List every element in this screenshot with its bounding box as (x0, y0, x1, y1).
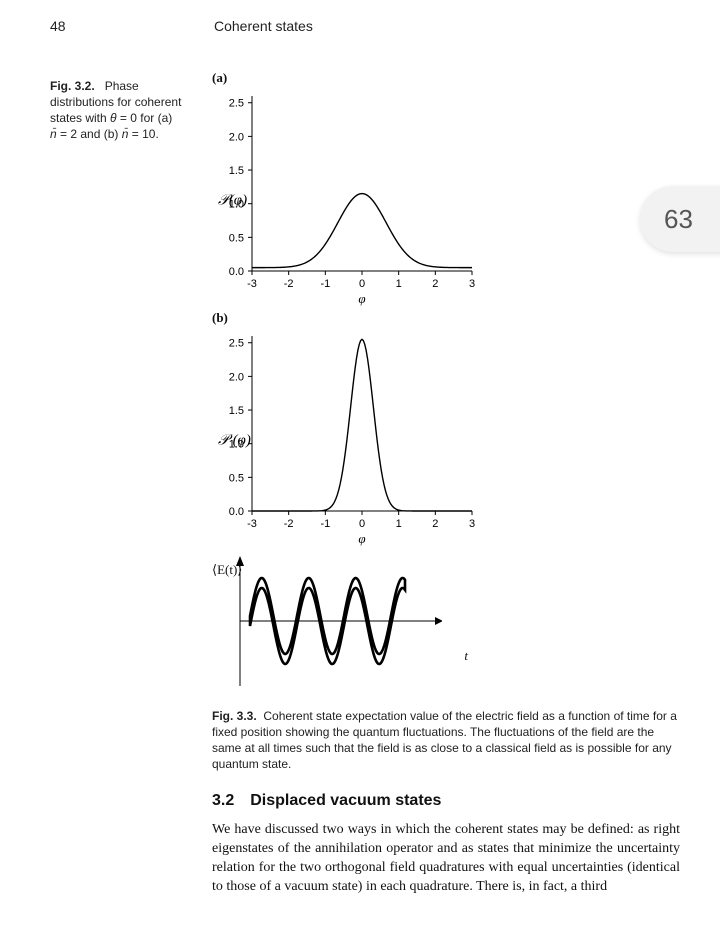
svg-text:2.5: 2.5 (229, 98, 244, 110)
wave-ylabel: ⟨E(t)⟩ (212, 562, 242, 578)
svg-text:-1: -1 (320, 518, 330, 530)
svg-text:0: 0 (359, 278, 365, 290)
reader-page-number: 63 (664, 204, 693, 235)
svg-text:-2: -2 (284, 278, 294, 290)
subplot-b-label: (b) (212, 310, 512, 326)
body-paragraph: We have discussed two ways in which the … (212, 820, 680, 896)
svg-text:1: 1 (396, 278, 402, 290)
svg-text:-3: -3 (247, 518, 257, 530)
page: 48 Coherent states Fig. 3.2. Phase distr… (0, 0, 720, 934)
reader-page-badge[interactable]: 63 (640, 186, 720, 252)
svg-text:φ: φ (358, 291, 365, 306)
svg-text:-1: -1 (320, 278, 330, 290)
svg-text:1.5: 1.5 (229, 405, 244, 417)
fig33-text: Coherent state expectation value of the … (212, 709, 677, 771)
svg-text:3: 3 (469, 518, 475, 530)
fig32-text1: Phase (105, 79, 139, 93)
section-title: Displaced vacuum states (250, 792, 441, 809)
svg-text:3: 3 (469, 278, 475, 290)
svg-text:𝒫 (φ): 𝒫 (φ) (218, 432, 251, 448)
fig32-caption: Fig. 3.2. Phase distributions for cohere… (50, 78, 200, 142)
fig32-label: Fig. 3.2. (50, 79, 95, 93)
svg-text:0.5: 0.5 (229, 472, 244, 484)
svg-text:2.0: 2.0 (229, 371, 244, 383)
svg-text:1: 1 (396, 518, 402, 530)
nbar1: n̄ (50, 127, 57, 141)
fig32-text2: distributions for coherent (50, 95, 181, 109)
page-header: 48 Coherent states (50, 18, 690, 42)
svg-text:0.5: 0.5 (229, 232, 244, 244)
fig32-text3: states with (50, 111, 110, 125)
svg-text:0.0: 0.0 (229, 506, 244, 518)
subplot-a-label: (a) (212, 70, 512, 86)
svg-text:φ: φ (358, 531, 365, 546)
fig32-charts: (a) 0.00.51.01.52.02.5-3-2-10123𝒫(φ)φ (b… (212, 70, 512, 546)
svg-text:2: 2 (432, 518, 438, 530)
page-number: 48 (50, 18, 66, 34)
fig33-figure: ⟨E(t)⟩ t (212, 556, 462, 696)
section-number: 3.2 (212, 792, 234, 809)
svg-text:1.5: 1.5 (229, 165, 244, 177)
fig33-caption: Fig. 3.3. Coherent state expectation val… (212, 708, 680, 772)
svg-text:2: 2 (432, 278, 438, 290)
fig32-eq0: = 0 for (a) (117, 111, 173, 125)
svg-text:0.0: 0.0 (229, 266, 244, 278)
chapter-title: Coherent states (214, 18, 313, 34)
svg-text:0: 0 (359, 518, 365, 530)
wave-xlabel: t (464, 648, 468, 664)
svg-text:𝒫(φ): 𝒫(φ) (218, 192, 247, 208)
section-heading: 3.2 Displaced vacuum states (212, 792, 441, 810)
fig33-label: Fig. 3.3. (212, 709, 257, 723)
chart-b: 0.00.51.01.52.02.5-3-2-10123𝒫 (φ)φ (212, 326, 502, 546)
wave-svg (212, 556, 442, 696)
svg-text:-2: -2 (284, 518, 294, 530)
svg-text:2.0: 2.0 (229, 131, 244, 143)
svg-text:-3: -3 (247, 278, 257, 290)
svg-text:2.5: 2.5 (229, 338, 244, 350)
nbar1-eq: = 2 and (b) (57, 127, 122, 141)
nbar2-eq: = 10. (128, 127, 158, 141)
chart-a: 0.00.51.01.52.02.5-3-2-10123𝒫(φ)φ (212, 86, 502, 306)
